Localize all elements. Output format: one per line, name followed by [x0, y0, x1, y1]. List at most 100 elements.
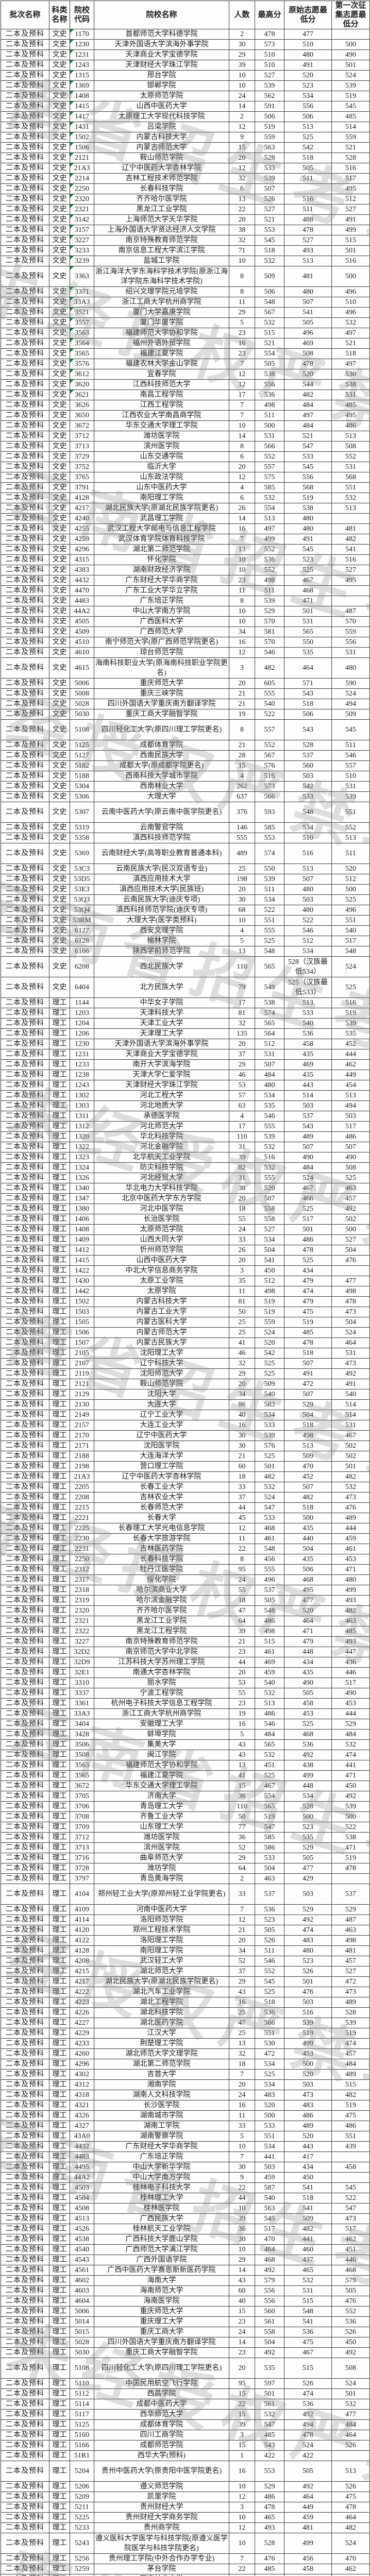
table-row: 二本及预科 理工 4543 广西外国语学院 29 468 437 446	[1, 2255, 370, 2265]
max-score-cell: 534	[255, 894, 284, 905]
table-row: 二本及预科 理工 1506 内蒙古师范大学 25 524 485 524	[1, 1327, 370, 1338]
code-cell: 5125	[70, 2419, 94, 2430]
orig-min-cell: 538	[284, 503, 332, 514]
batch-cell: 二本及预科	[1, 513, 49, 524]
code-cell: 5127	[70, 750, 94, 761]
batch-cell: 二本及预科	[1, 2419, 49, 2430]
max-score-cell: 525	[255, 1451, 284, 1462]
category-cell: 理工	[49, 2131, 70, 2142]
count-cell: 44	[229, 1502, 255, 1513]
orig-min-cell: 505	[284, 317, 332, 328]
batch-cell: 二本及预科	[1, 1513, 49, 1523]
collect-min-cell: 464	[331, 2430, 370, 2441]
batch-cell: 二本及预科	[1, 441, 49, 452]
school-name-cell: 太原师范学院	[94, 1224, 229, 1235]
category-cell: 文史	[49, 194, 70, 205]
orig-min-cell: 490	[284, 1152, 332, 1163]
orig-min-cell: 435	[284, 1523, 332, 1534]
code-cell: 4222	[70, 1987, 94, 1997]
max-score-cell: 528	[255, 152, 284, 163]
category-cell: 文史	[49, 348, 70, 359]
school-name-cell: 湖北民族大学(原湖北民族学院更名)	[94, 1976, 229, 1987]
max-score-cell: 497	[255, 523, 284, 534]
table-row: 二本及预科 理工 4296 湖北第二师范学院 18 534 500 484	[1, 2059, 370, 2070]
max-score-cell: 516	[255, 771, 284, 782]
category-cell: 文史	[49, 431, 70, 442]
collect-min-cell: 463	[331, 1183, 370, 1194]
code-cell: 5304	[70, 781, 94, 792]
code-cell: 3371	[70, 286, 94, 297]
category-cell: 理工	[49, 1605, 70, 1616]
orig-min-cell: 489	[284, 2121, 332, 2131]
batch-cell: 二本及预科	[1, 2172, 49, 2183]
category-cell: 文史	[49, 781, 70, 792]
category-cell: 理工	[49, 1348, 70, 1359]
collect-min-cell: 539	[331, 1801, 370, 1812]
max-score-cell: 546	[255, 1719, 284, 1730]
table-row: 二本及预科 理工 4114 洛阳师范学院 12 523 492 487	[1, 1914, 370, 1925]
orig-min-cell: 429	[284, 1873, 332, 1884]
batch-cell: 二本及预科	[1, 771, 49, 782]
collect-min-cell: 486	[331, 2121, 370, 2131]
code-cell: 5319	[70, 822, 94, 833]
code-cell: 4302	[70, 2069, 94, 2080]
category-cell: 理工	[49, 1358, 70, 1369]
school-name-cell: 广西师范大学	[94, 626, 229, 637]
table-row: 二本及预科 理工 1430 太原工业学院 35 512 479 477	[1, 1276, 370, 1286]
batch-cell: 二本及预科	[1, 1822, 49, 1833]
school-name-cell: 长沙医学院	[94, 2100, 229, 2111]
category-cell: 理工	[49, 1327, 70, 1338]
orig-min-cell: 499	[284, 2038, 332, 2049]
count-cell: 11	[229, 585, 255, 596]
max-score-cell: 538	[255, 369, 284, 380]
batch-cell: 二本及预科	[1, 101, 49, 112]
code-cell: 4508	[70, 2203, 94, 2214]
category-cell: 理工	[49, 2296, 70, 2307]
collect-min-cell: 495	[331, 575, 370, 586]
max-score-cell: 483	[255, 2090, 284, 2100]
orig-min-cell: 505	[284, 1853, 332, 1863]
category-cell: 理工	[49, 2059, 70, 2070]
count-cell: 39	[229, 60, 255, 71]
code-cell: 1243	[70, 1080, 94, 1091]
max-score-cell: 484	[255, 1070, 284, 1080]
table-row: 二本及预科 文史 3239 盐城工学院 10 532 513 516	[1, 256, 370, 266]
code-cell: 3227	[70, 235, 94, 246]
school-name-cell: 四川轻化工大学(原四川理工学院更名)	[94, 2358, 229, 2379]
orig-min-cell: 482	[284, 2224, 332, 2234]
category-cell: 理工	[49, 1183, 70, 1194]
table-row: 二本及预科 文史 3371 绍兴文理学院元培学院 8 506 480 496	[1, 286, 370, 297]
category-cell: 理工	[49, 1616, 70, 1626]
category-cell: 文史	[49, 637, 70, 648]
table-row: 二本及预科 文史 4128 南阳理工学院 6 532 519 532	[1, 493, 370, 503]
orig-min-cell: 499	[284, 2533, 332, 2554]
table-row: 二本及预科 文史 2214 吉林工程技术师范学院 32 539 511 517	[1, 173, 370, 184]
code-cell: 4255	[70, 523, 94, 534]
table-row: 二本及预科 文史 5304 西南林业大学 262 573 542 531	[1, 781, 370, 792]
batch-cell: 二本及预科	[1, 152, 49, 163]
orig-min-cell: 531	[284, 616, 332, 627]
count-cell: 29	[229, 307, 255, 318]
batch-cell: 二本及预科	[1, 1358, 49, 1369]
table-row: 二本及预科 理工 2250 长春科技学院 8 456 435 453	[1, 1554, 370, 1565]
category-cell: 理工	[49, 1100, 70, 1111]
table-row: 二本及预科 理工 2318 哈尔滨商业大学 55 537 495 499	[1, 1585, 370, 1596]
school-name-cell: 黑龙江工业学院	[94, 204, 229, 215]
table-row: 二本及预科 理工 4233 荆楚理工学院 13 530 499 474	[1, 2038, 370, 2049]
category-cell: 理工	[49, 1131, 70, 1142]
category-cell: 理工	[49, 2419, 70, 2430]
table-row: 二本及预科 理工 4495 中山大学新华学院 30 503 434 458	[1, 2162, 370, 2173]
category-cell: 理工	[49, 1080, 70, 1091]
max-score-cell: 525	[255, 2069, 284, 2080]
school-name-cell: 内蒙古科技大学	[94, 1296, 229, 1307]
max-score-cell: 532	[255, 493, 284, 503]
collect-min-cell: 516	[331, 554, 370, 565]
max-score-cell: 519	[255, 122, 284, 132]
batch-cell: 二本及预科	[1, 173, 49, 184]
category-cell: 理工	[49, 2512, 70, 2523]
max-score-cell: 564	[255, 1028, 284, 1039]
category-cell: 理工	[49, 1028, 70, 1039]
school-name-cell: 盐城工学院	[94, 256, 229, 266]
count-cell: 20	[229, 884, 255, 895]
table-row: 二本及预科 理工 2107 辽宁科技大学 32 525 507 473	[1, 1358, 370, 1369]
